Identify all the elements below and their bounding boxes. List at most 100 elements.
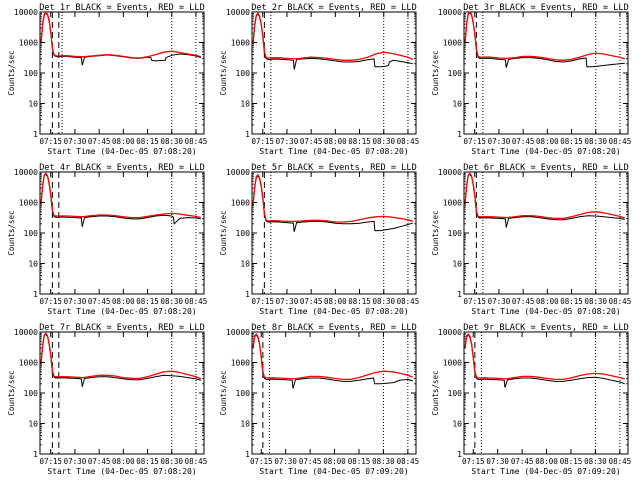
x-tick-label: 08:30 bbox=[372, 137, 395, 146]
x-axis-label: Start Time (04-Dec-05 07:08:20) bbox=[471, 147, 620, 156]
x-tick-label: 08:00 bbox=[324, 137, 347, 146]
y-tick-label: 1 bbox=[33, 450, 38, 459]
chart-title: Det 4r BLACK = Events, RED = LLD bbox=[39, 163, 205, 173]
y-tick-label: 100 bbox=[448, 229, 463, 238]
x-tick-label: 08:45 bbox=[609, 457, 632, 466]
x-tick-label: 08:15 bbox=[348, 137, 371, 146]
events-series-line bbox=[40, 173, 201, 227]
x-axis-label: Start Time (04-Dec-05 07:09:20) bbox=[259, 467, 408, 476]
y-axis-label: Counts/sec bbox=[7, 50, 16, 95]
y-tick-label: 1000 bbox=[443, 39, 462, 48]
y-tick-label: 1000 bbox=[443, 199, 462, 208]
x-tick-label: 07:30 bbox=[64, 457, 87, 466]
y-tick-label: 100 bbox=[236, 229, 251, 238]
chart-title: Det 7r BLACK = Events, RED = LLD bbox=[39, 323, 205, 333]
y-tick-label: 10000 bbox=[438, 328, 462, 337]
x-tick-label: 08:30 bbox=[372, 297, 395, 306]
y-tick-label: 1000 bbox=[231, 199, 250, 208]
events-series-line bbox=[252, 13, 413, 70]
lld-series-line bbox=[252, 333, 413, 381]
x-tick-label: 07:45 bbox=[88, 137, 111, 146]
chart-title: Det 6r BLACK = Events, RED = LLD bbox=[463, 163, 629, 173]
y-tick-label: 100 bbox=[236, 69, 251, 78]
y-tick-label: 10000 bbox=[226, 168, 250, 177]
y-tick-label: 1 bbox=[245, 130, 250, 139]
y-tick-label: 10 bbox=[240, 420, 250, 429]
x-tick-label: 08:45 bbox=[609, 297, 632, 306]
y-axis-label: Counts/sec bbox=[219, 210, 228, 255]
x-tick-label: 07:45 bbox=[300, 137, 323, 146]
chart-title: Det 5r BLACK = Events, RED = LLD bbox=[251, 163, 417, 173]
x-tick-label: 07:30 bbox=[488, 297, 511, 306]
x-tick-label: 07:30 bbox=[486, 457, 509, 466]
x-tick-label: 07:30 bbox=[276, 137, 299, 146]
y-tick-label: 10 bbox=[28, 100, 38, 109]
y-axis-label: Counts/sec bbox=[7, 210, 16, 255]
x-tick-label: 08:00 bbox=[536, 297, 559, 306]
x-axis-label: Start Time (04-Dec-05 07:08:20) bbox=[471, 307, 620, 316]
events-series-line bbox=[40, 333, 201, 387]
y-tick-label: 1000 bbox=[231, 359, 250, 368]
y-tick-label: 10 bbox=[452, 420, 462, 429]
y-tick-label: 1 bbox=[245, 450, 250, 459]
y-tick-label: 1 bbox=[457, 450, 462, 459]
x-tick-label: 07:15 bbox=[39, 457, 62, 466]
chart-panel-9: 1 10 100 1000 10000 07:15 07:30 07:45 08:00 08:15… bbox=[431, 323, 631, 476]
x-tick-label: 08:30 bbox=[584, 457, 607, 466]
x-tick-label: 07:30 bbox=[64, 137, 87, 146]
lld-series-line bbox=[464, 12, 626, 61]
x-tick-label: 08:45 bbox=[185, 137, 208, 146]
y-tick-label: 1 bbox=[245, 290, 250, 299]
x-tick-label: 08:45 bbox=[609, 137, 632, 146]
plot-frame bbox=[463, 171, 629, 295]
lld-series-line bbox=[40, 12, 201, 59]
y-tick-label: 10 bbox=[28, 420, 38, 429]
chart-title: Det 8r BLACK = Events, RED = LLD bbox=[251, 323, 417, 333]
x-tick-label: 08:00 bbox=[112, 457, 135, 466]
y-tick-label: 100 bbox=[448, 389, 463, 398]
y-axis-label: Counts/sec bbox=[219, 370, 228, 415]
y-tick-label: 10 bbox=[28, 260, 38, 269]
x-tick-label: 07:15 bbox=[39, 137, 62, 146]
x-tick-label: 08:15 bbox=[560, 297, 583, 306]
x-tick-label: 08:15 bbox=[560, 457, 583, 466]
x-tick-label: 08:00 bbox=[536, 137, 559, 146]
x-tick-label: 08:30 bbox=[584, 137, 607, 146]
x-tick-label: 07:15 bbox=[462, 457, 485, 466]
y-tick-label: 10000 bbox=[226, 8, 250, 17]
x-tick-label: 07:15 bbox=[250, 457, 273, 466]
x-tick-label: 08:45 bbox=[185, 457, 208, 466]
y-axis-label: Counts/sec bbox=[219, 50, 228, 95]
plot-frame bbox=[463, 11, 629, 135]
y-tick-label: 10000 bbox=[14, 168, 38, 177]
chart-title: Det 3r BLACK = Events, RED = LLD bbox=[463, 3, 629, 13]
events-series-line bbox=[252, 334, 413, 389]
x-tick-label: 07:15 bbox=[463, 137, 486, 146]
x-tick-label: 07:45 bbox=[300, 297, 323, 306]
x-tick-label: 08:00 bbox=[324, 297, 347, 306]
x-tick-label: 08:45 bbox=[185, 297, 208, 306]
y-axis-label: Counts/sec bbox=[7, 370, 16, 415]
x-tick-label: 07:45 bbox=[512, 297, 535, 306]
y-tick-label: 1 bbox=[33, 290, 38, 299]
x-axis-label: Start Time (04-Dec-05 07:08:20) bbox=[47, 467, 196, 476]
x-tick-label: 08:15 bbox=[348, 297, 371, 306]
x-tick-label: 07:45 bbox=[512, 137, 535, 146]
y-tick-label: 1000 bbox=[19, 199, 38, 208]
x-tick-label: 08:30 bbox=[160, 297, 183, 306]
x-tick-label: 08:30 bbox=[372, 457, 395, 466]
lld-series-line bbox=[40, 332, 202, 380]
chart-panel-3: 1 10 100 1000 10000 07:15 07:30 07:45 08:00 08:15… bbox=[431, 3, 631, 156]
events-series-line bbox=[252, 174, 413, 232]
chart-title: Det 9r BLACK = Events, RED = LLD bbox=[463, 323, 629, 333]
y-axis-label: Counts/sec bbox=[431, 210, 440, 255]
chart-title: Det 2r BLACK = Events, RED = LLD bbox=[251, 3, 417, 13]
chart-panel-8: 1 10 100 1000 10000 07:15 07:30 07:45 08:00 08:15… bbox=[219, 323, 419, 476]
x-tick-label: 08:15 bbox=[136, 137, 159, 146]
x-tick-label: 08:30 bbox=[160, 457, 183, 466]
x-axis-label: Start Time (04-Dec-05 07:08:20) bbox=[47, 147, 196, 156]
chart-title: Det 1r BLACK = Events, RED = LLD bbox=[39, 3, 205, 13]
y-tick-label: 10000 bbox=[226, 328, 250, 337]
y-tick-label: 100 bbox=[24, 229, 39, 238]
y-tick-label: 1000 bbox=[19, 39, 38, 48]
